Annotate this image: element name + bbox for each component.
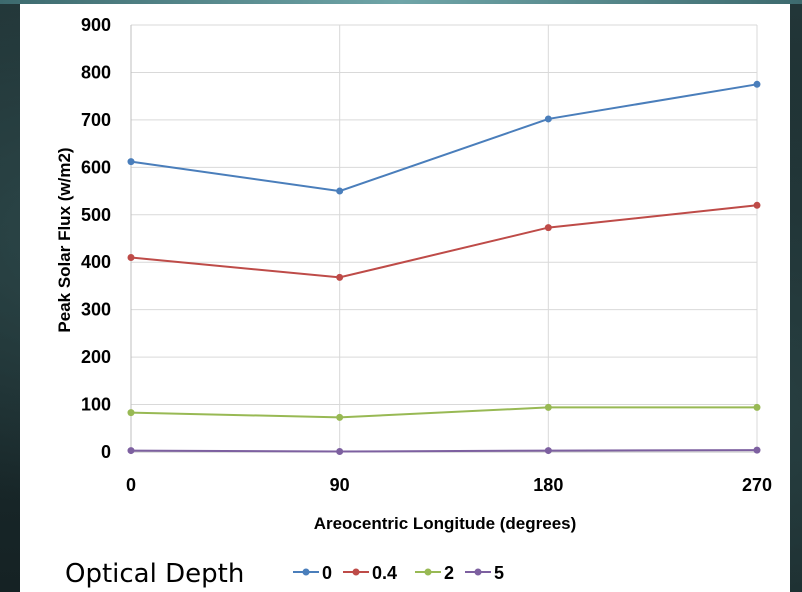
series-lines (127, 80, 761, 456)
y-tick-label: 500 (81, 205, 111, 225)
y-tick-label: 700 (81, 110, 111, 130)
series-line-2 (130, 406, 757, 419)
y-tick-label: 200 (81, 347, 111, 367)
x-axis-title: Areocentric Longitude (degrees) (314, 514, 577, 533)
tick-labels: 0 100 200 300 400 500 600 700 800 900 0 90 180 270 (81, 15, 772, 495)
legend-label-5: 5 (494, 563, 504, 583)
data-point (336, 448, 344, 456)
legend: Optical Depth 0 0.4 2 5 (65, 559, 504, 589)
data-point (336, 187, 344, 195)
data-point (753, 201, 761, 209)
x-tick-label: 270 (742, 475, 772, 495)
data-point (127, 447, 135, 455)
y-tick-label: 900 (81, 15, 111, 35)
series-line-5 (130, 449, 758, 453)
data-point (544, 403, 552, 411)
legend-label-0.4: 0.4 (372, 563, 397, 583)
legend-marker-0.4 (352, 568, 360, 576)
data-point (753, 446, 761, 454)
data-point (127, 158, 135, 166)
legend-label-0: 0 (322, 563, 332, 583)
legend-marker-5 (474, 568, 482, 576)
data-point (336, 413, 344, 421)
y-axis-title: Peak Solar Flux (w/m2) (55, 147, 74, 332)
x-tick-label: 90 (330, 475, 350, 495)
x-tick-label: 0 (126, 475, 136, 495)
legend-title: Optical Depth (65, 559, 244, 589)
data-point (336, 273, 344, 281)
data-point (753, 403, 761, 411)
gridlines (130, 24, 758, 453)
legend-marker-0 (302, 568, 310, 576)
data-point (753, 80, 761, 88)
series-line-0.4 (130, 204, 758, 279)
y-tick-label: 300 (81, 300, 111, 320)
x-tick-label: 180 (533, 475, 563, 495)
data-point (127, 409, 135, 417)
y-tick-label: 0 (101, 442, 111, 462)
legend-marker-2 (424, 568, 432, 576)
data-point (127, 253, 135, 261)
series-line-0 (130, 83, 758, 193)
data-point (544, 447, 552, 455)
chart-panel (20, 4, 790, 592)
y-tick-label: 400 (81, 252, 111, 272)
data-point (544, 115, 552, 123)
top-accent-strip (0, 0, 802, 4)
data-point (544, 224, 552, 232)
y-tick-label: 600 (81, 157, 111, 177)
y-tick-label: 800 (81, 62, 111, 82)
y-tick-label: 100 (81, 395, 111, 415)
legend-label-2: 2 (444, 563, 454, 583)
